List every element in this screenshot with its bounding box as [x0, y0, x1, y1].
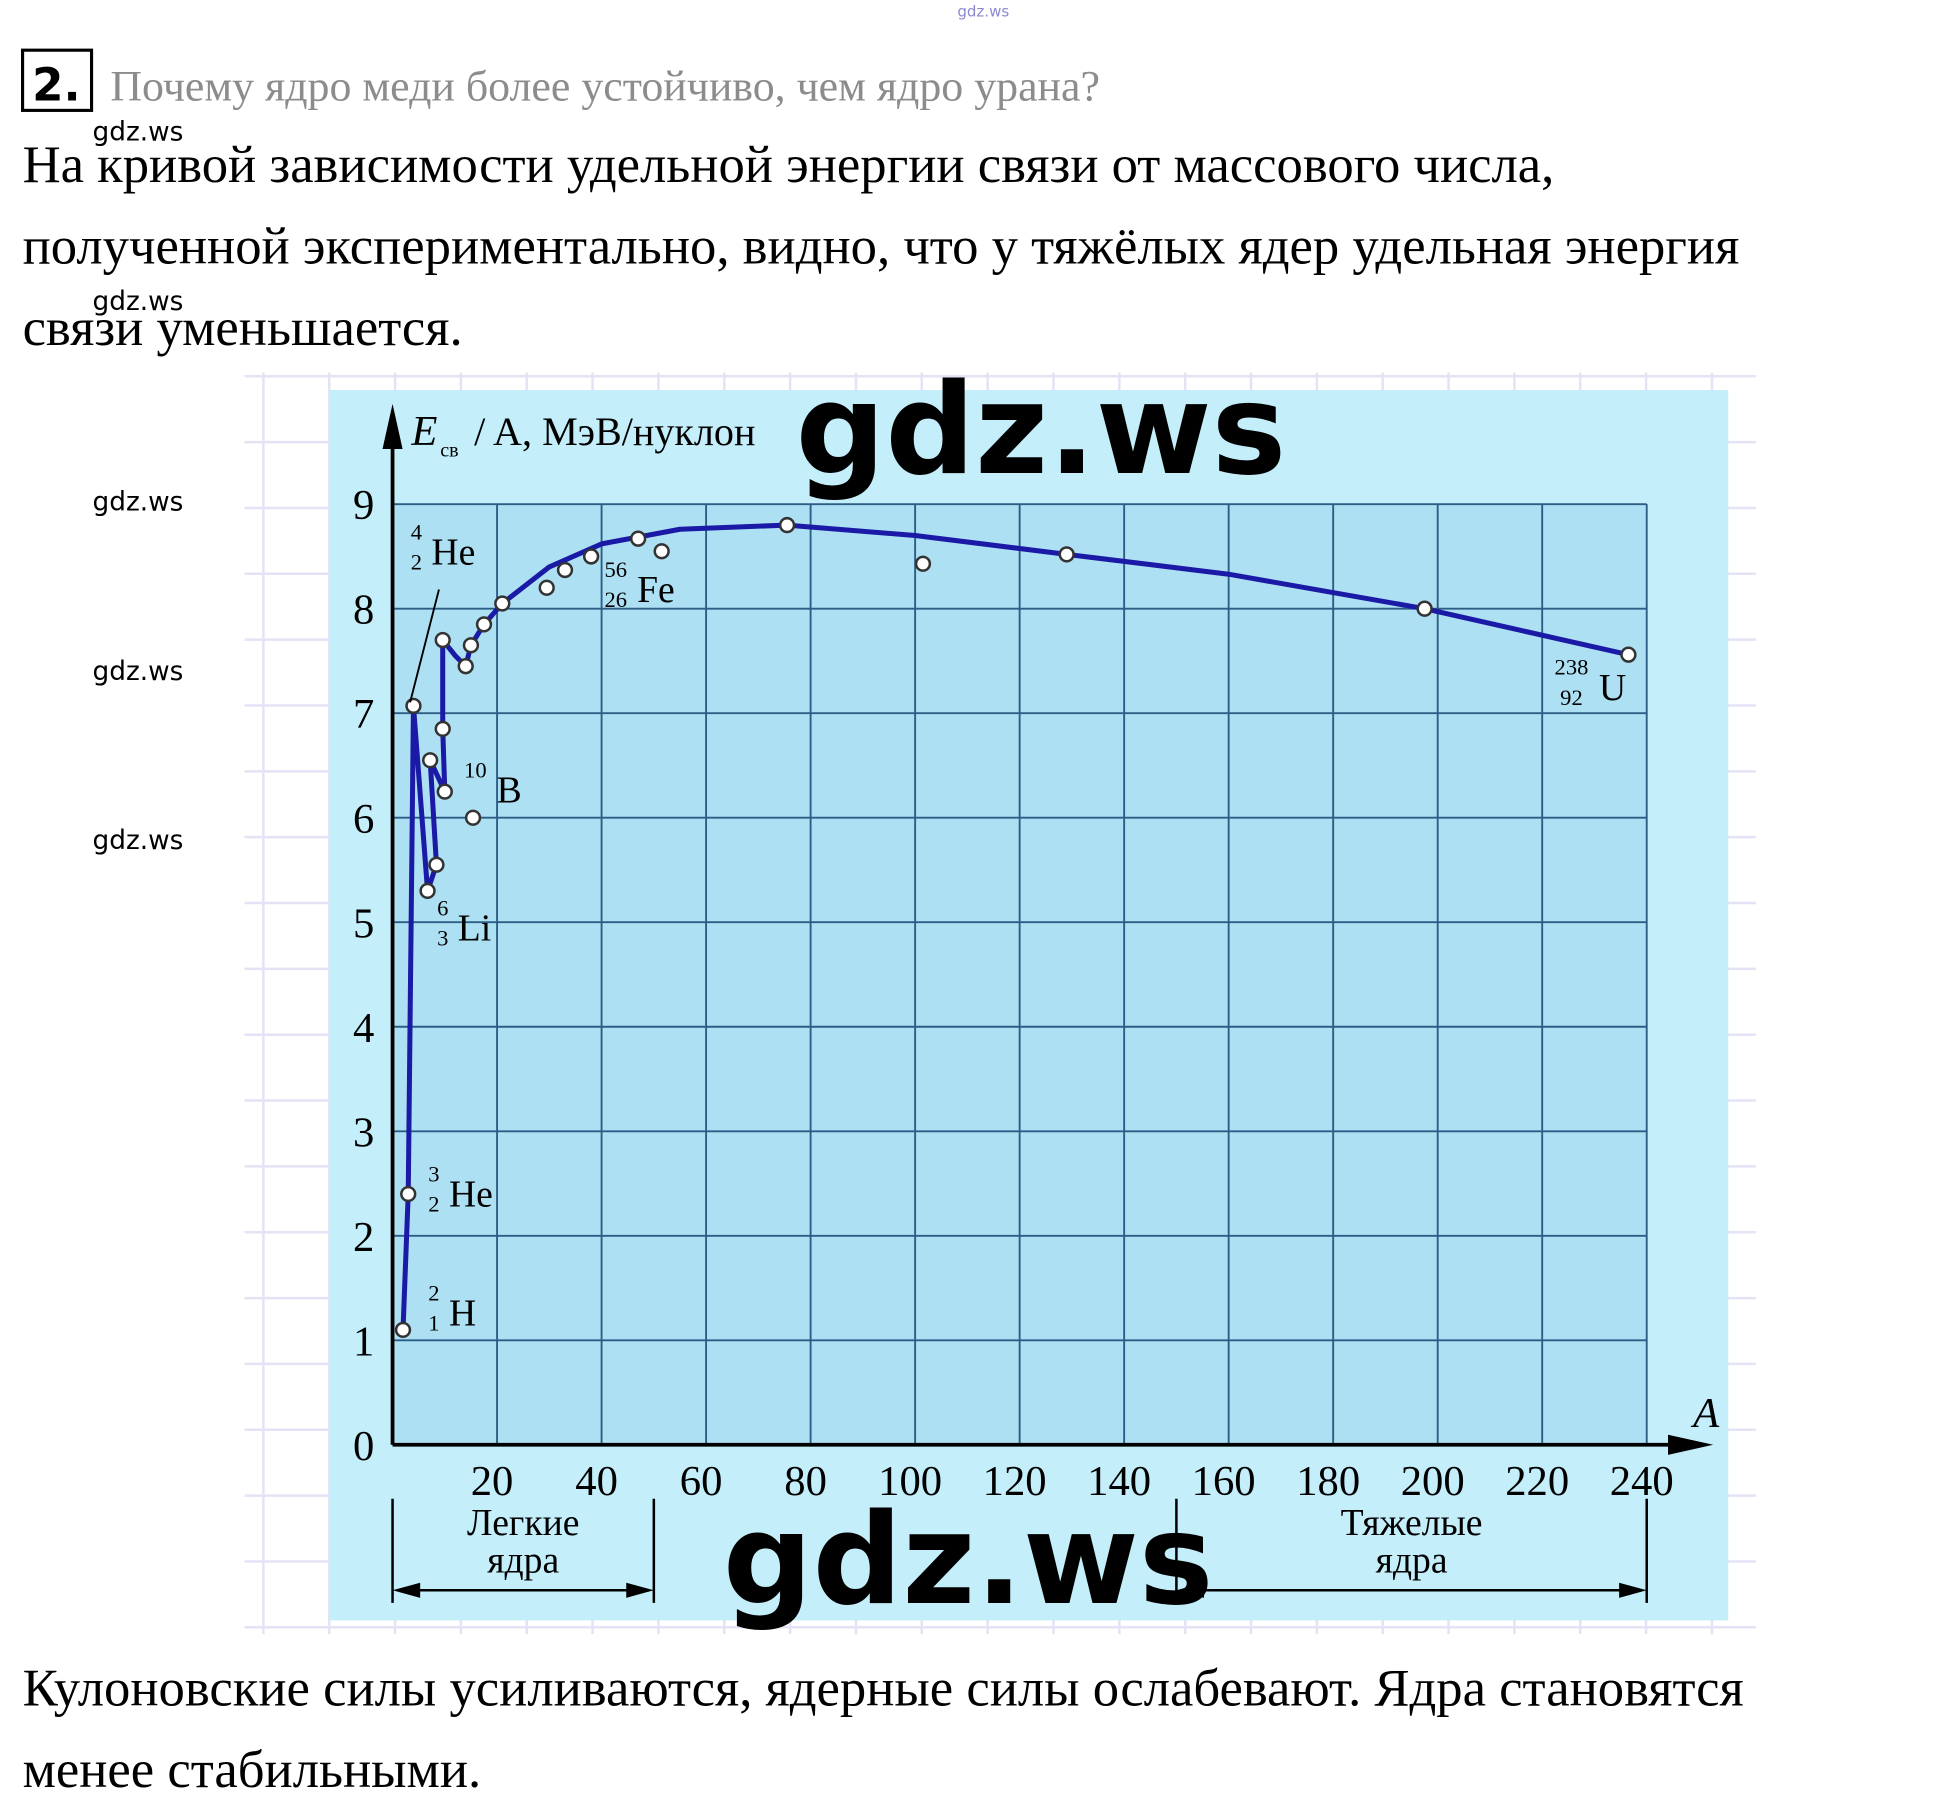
y-label-subscript: св	[440, 440, 458, 462]
watermark: gdz.ws	[93, 826, 184, 856]
y-tick-label: 6	[353, 796, 374, 843]
y-label-text: / A, МэВ/нуклон	[474, 409, 755, 454]
isotope-charge: 92	[1560, 685, 1583, 710]
answer-line: полученной экспериментально, видно, что …	[23, 217, 1740, 275]
isotope-mass: 10	[464, 758, 487, 783]
question-number-box	[21, 48, 94, 112]
watermark: gdz.ws	[93, 287, 184, 317]
data-point	[428, 856, 445, 873]
data-point	[1620, 646, 1637, 663]
data-point	[400, 1185, 417, 1203]
watermark: gdz.ws	[93, 657, 184, 687]
isotope-mass: 3	[428, 1161, 439, 1186]
data-point	[394, 1321, 412, 1338]
y-tick-label: 1	[353, 1318, 374, 1365]
data-point	[1416, 600, 1433, 617]
watermark: gdz.ws	[93, 487, 184, 517]
watermark-large: gdz.ws	[796, 357, 1287, 503]
conclusion-line: Кулоновские силы усиливаются, ядерные си…	[23, 1660, 1744, 1718]
data-point	[436, 783, 453, 800]
isotope-symbol: Fe	[637, 569, 675, 611]
isotope-symbol: Li	[458, 908, 491, 950]
data-point	[457, 658, 474, 675]
isotope-symbol: He	[431, 531, 475, 573]
isotope-symbol: H	[449, 1293, 476, 1335]
y-tick-label: 7	[353, 691, 374, 738]
data-point	[1058, 546, 1075, 563]
arrow-head	[392, 1582, 421, 1598]
group-label: Тяжелые	[1341, 1502, 1483, 1544]
isotope-charge: 2	[428, 1192, 439, 1217]
question-text: Почему ядро меди более устойчиво, чем яд…	[110, 62, 1100, 110]
x-tick-label: 20	[471, 1458, 514, 1505]
group-label: ядра	[1376, 1540, 1448, 1582]
data-point	[653, 543, 670, 560]
group-label: ядра	[487, 1540, 559, 1582]
data-point	[434, 631, 451, 649]
isotope-symbol: He	[449, 1174, 493, 1216]
x-label: A	[1690, 1390, 1720, 1437]
arrow-head	[626, 1582, 654, 1598]
isotope-symbol: U	[1599, 667, 1626, 709]
data-point	[405, 697, 422, 715]
y-tick-label: 8	[353, 587, 374, 634]
y-label-symbol: E	[410, 408, 437, 455]
data-point	[419, 882, 436, 900]
isotope-mass: 6	[437, 896, 448, 921]
y-tick-label: 4	[353, 1005, 374, 1052]
question-number: 2.	[32, 58, 81, 111]
x-tick-label: 160	[1192, 1458, 1256, 1505]
y-tick-label: 0	[353, 1423, 374, 1470]
y-tick-label: 9	[353, 482, 374, 529]
x-tick-label: 100	[878, 1458, 942, 1505]
x-tick-label: 140	[1087, 1458, 1151, 1505]
conclusion-line: менее стабильными.	[23, 1741, 482, 1799]
x-tick-label: 60	[680, 1458, 723, 1505]
x-tick-label: 180	[1296, 1458, 1360, 1505]
isotope-mass: 56	[605, 557, 628, 582]
watermark: gdz.ws	[93, 117, 184, 147]
data-point	[914, 555, 932, 572]
annotation-leader	[409, 589, 440, 703]
x-tick-label: 200	[1401, 1458, 1465, 1505]
top-watermark: gdz.ws	[957, 2, 1009, 20]
y-tick-label: 2	[353, 1214, 374, 1261]
isotope-charge: 26	[605, 587, 628, 612]
data-point	[464, 809, 482, 826]
arrow-head	[1619, 1582, 1647, 1598]
x-tick-label: 120	[983, 1458, 1047, 1505]
x-tick-label: 220	[1505, 1458, 1569, 1505]
data-point	[778, 516, 796, 534]
y-tick-label: 3	[353, 1109, 374, 1156]
data-point	[556, 561, 574, 579]
y-axis-arrow	[382, 403, 403, 450]
isotope-charge: 2	[411, 549, 422, 574]
isotope-charge: 1	[428, 1311, 439, 1336]
data-point	[630, 530, 647, 547]
group-label: Легкие	[467, 1502, 579, 1544]
data-point	[494, 595, 511, 612]
x-tick-label: 40	[575, 1458, 618, 1505]
data-point	[422, 752, 439, 769]
answer-line: На кривой зависимости удельной энергии с…	[23, 136, 1555, 194]
isotope-mass: 238	[1555, 655, 1589, 680]
isotope-charge: 3	[437, 926, 448, 951]
x-tick-label: 240	[1610, 1458, 1674, 1505]
data-point	[434, 720, 451, 738]
x-tick-label: 80	[784, 1458, 827, 1505]
data-point	[462, 637, 480, 654]
data-point	[582, 548, 600, 565]
answer-line: связи уменьшается.	[23, 299, 463, 357]
isotope-mass: 2	[428, 1281, 439, 1306]
data-point	[475, 616, 493, 633]
data-point	[538, 579, 555, 596]
watermark-large: gdz.ws	[723, 1487, 1214, 1633]
x-axis-arrow	[1668, 1434, 1714, 1455]
arrow-head	[1176, 1582, 1204, 1598]
y-tick-label: 5	[353, 900, 374, 947]
isotope-symbol: B	[497, 770, 522, 812]
isotope-mass: 4	[411, 519, 422, 544]
